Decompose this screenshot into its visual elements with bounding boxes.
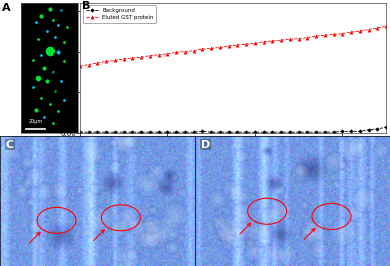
Eluted GST protein: [253, 42, 257, 45]
Background: [305, 131, 310, 134]
Line: Background: Background: [78, 126, 388, 134]
Eluted GST protein: [183, 50, 187, 53]
Eluted GST protein: [209, 47, 213, 50]
Text: A: A: [2, 3, 11, 13]
X-axis label: Time(s): Time(s): [219, 144, 247, 153]
Eluted GST protein: [165, 52, 170, 56]
Eluted GST protein: [104, 60, 108, 63]
Eluted GST protein: [191, 49, 196, 52]
Eluted GST protein: [156, 53, 161, 56]
Background: [191, 131, 196, 134]
Background: [358, 130, 362, 133]
Text: B: B: [82, 1, 90, 11]
Eluted GST protein: [261, 40, 266, 43]
Eluted GST protein: [235, 43, 240, 47]
Eluted GST protein: [147, 54, 152, 57]
Background: [323, 131, 327, 134]
Eluted GST protein: [340, 32, 345, 35]
Line: Eluted GST protein: Eluted GST protein: [78, 24, 388, 68]
Eluted GST protein: [305, 36, 310, 39]
Eluted GST protein: [358, 30, 362, 33]
Background: [165, 131, 170, 134]
Eluted GST protein: [331, 33, 336, 36]
Background: [366, 128, 371, 131]
Background: [340, 130, 345, 133]
Eluted GST protein: [174, 51, 179, 54]
Background: [156, 131, 161, 134]
Eluted GST protein: [287, 38, 292, 41]
Background: [296, 131, 301, 134]
Eluted GST protein: [375, 26, 380, 30]
Eluted GST protein: [323, 34, 327, 37]
Eluted GST protein: [296, 37, 301, 40]
Eluted GST protein: [366, 28, 371, 31]
Background: [121, 131, 126, 134]
Text: D: D: [201, 140, 210, 149]
Background: [349, 130, 353, 133]
Background: [253, 131, 257, 134]
Background: [174, 131, 179, 134]
Background: [78, 131, 82, 134]
Background: [287, 131, 292, 134]
Eluted GST protein: [226, 44, 231, 47]
Eluted GST protein: [95, 61, 100, 65]
Background: [183, 131, 187, 134]
Background: [147, 131, 152, 134]
Background: [375, 127, 380, 131]
Background: [261, 131, 266, 134]
Eluted GST protein: [86, 63, 91, 66]
Background: [130, 131, 135, 134]
Eluted GST protein: [121, 57, 126, 60]
Background: [331, 131, 336, 134]
Text: 20μm: 20μm: [28, 119, 43, 124]
Background: [104, 131, 108, 134]
Background: [314, 131, 319, 134]
Eluted GST protein: [384, 25, 388, 28]
Eluted GST protein: [130, 56, 135, 60]
Background: [244, 131, 248, 134]
Eluted GST protein: [113, 59, 117, 62]
Background: [235, 131, 240, 134]
Text: C: C: [6, 140, 14, 149]
Eluted GST protein: [270, 39, 275, 43]
Y-axis label: Absorbance(a.u.): Absorbance(a.u.): [52, 38, 58, 98]
Eluted GST protein: [200, 48, 205, 51]
Background: [86, 131, 91, 134]
Eluted GST protein: [244, 43, 248, 46]
Eluted GST protein: [279, 39, 284, 42]
Eluted GST protein: [139, 56, 144, 59]
Eluted GST protein: [314, 35, 319, 38]
Legend: Background, Eluted GST protein: Background, Eluted GST protein: [83, 5, 156, 23]
Background: [200, 130, 205, 133]
Background: [384, 126, 388, 129]
Background: [139, 131, 144, 134]
Background: [270, 131, 275, 134]
Background: [113, 131, 117, 134]
Background: [209, 131, 213, 134]
Background: [279, 131, 284, 134]
Background: [95, 131, 100, 134]
Eluted GST protein: [78, 65, 82, 68]
Eluted GST protein: [218, 46, 222, 49]
Eluted GST protein: [349, 30, 353, 34]
Background: [218, 131, 222, 134]
Background: [226, 131, 231, 134]
